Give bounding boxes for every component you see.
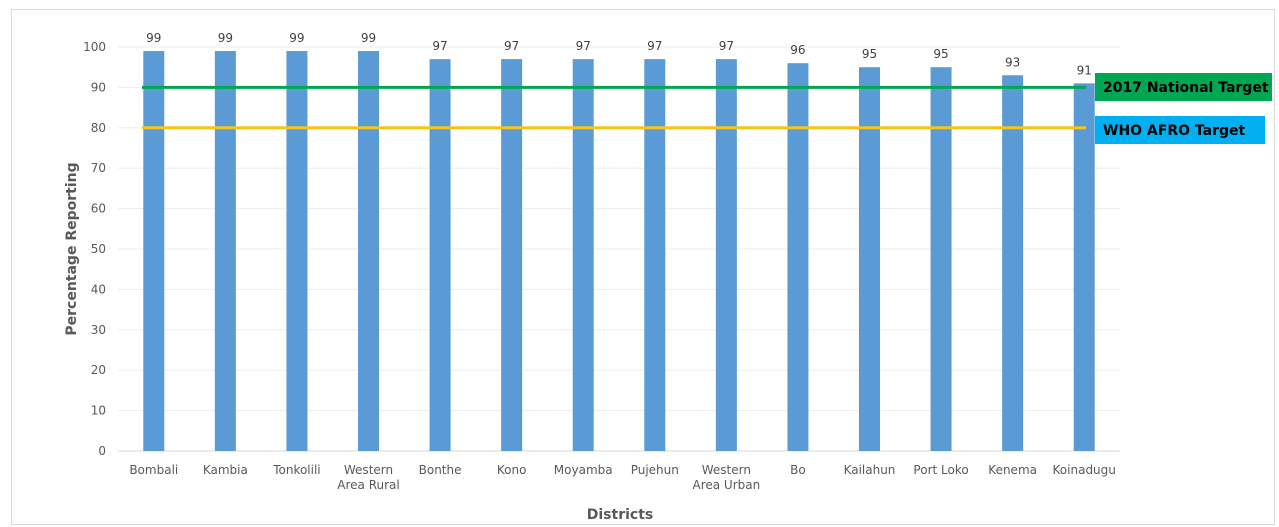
x-tick-label-line: Kailahun xyxy=(844,463,896,477)
y-tick-label: 90 xyxy=(91,80,106,94)
bar xyxy=(358,51,379,451)
data-label: 95 xyxy=(862,47,877,61)
data-label: 91 xyxy=(1077,63,1092,77)
bar xyxy=(787,63,809,451)
chart-frame xyxy=(11,9,1275,525)
x-tick-label-line: Bo xyxy=(790,463,806,477)
x-tick-label-line: Kambia xyxy=(203,463,248,477)
data-label: 95 xyxy=(933,47,948,61)
bar xyxy=(1002,75,1024,451)
data-label: 97 xyxy=(432,39,447,53)
bar xyxy=(286,51,308,451)
y-tick-label: 80 xyxy=(91,121,106,135)
x-tick-label: Kono xyxy=(497,463,527,477)
x-tick-label: Western Area Rural xyxy=(337,463,399,492)
data-label: 93 xyxy=(1005,55,1020,69)
x-tick-label: Pujehun xyxy=(631,463,679,477)
data-label: 97 xyxy=(576,39,591,53)
x-tick-label-line: Bombali xyxy=(129,463,178,477)
x-tick-label: Bombali xyxy=(129,463,178,477)
data-label: 99 xyxy=(146,31,161,45)
bar xyxy=(715,59,737,452)
target-label-box xyxy=(1095,116,1265,144)
x-tick-label-line: Moyamba xyxy=(554,463,613,477)
x-tick-label: Western Area Urban xyxy=(692,463,760,492)
data-label: 99 xyxy=(361,31,376,45)
data-label: 99 xyxy=(218,31,233,45)
x-tick-label: Kenema xyxy=(988,463,1037,477)
x-axis-title: Districts xyxy=(587,507,653,523)
x-tick-label: Tonkolili xyxy=(272,463,320,477)
y-tick-label: 60 xyxy=(91,202,106,216)
bar xyxy=(572,59,594,452)
x-tick-label: Moyamba xyxy=(554,463,613,477)
data-label: 99 xyxy=(289,31,304,45)
bar xyxy=(859,67,880,451)
x-tick-label-line: Bonthe xyxy=(419,463,462,477)
x-tick-label: Bonthe xyxy=(419,463,462,477)
x-tick-label: Koinadugu xyxy=(1053,463,1116,477)
target-label: 2017 National Target xyxy=(1103,80,1269,96)
y-axis-title: Percentage Reporting xyxy=(64,162,80,335)
x-tick-label-line: Koinadugu xyxy=(1053,463,1116,477)
x-tick-label-line: Port Loko xyxy=(913,463,968,477)
data-label: 97 xyxy=(719,39,734,53)
data-label: 96 xyxy=(790,43,805,57)
bar xyxy=(501,59,523,452)
data-label: 97 xyxy=(504,39,519,53)
bar xyxy=(429,59,451,452)
x-tick-label-line: Area Rural xyxy=(337,478,399,492)
data-label: 97 xyxy=(647,39,662,53)
y-tick-label: 50 xyxy=(91,242,106,256)
target-label: WHO AFRO Target xyxy=(1103,123,1246,139)
x-tick-label-line: Western xyxy=(344,463,393,477)
y-tick-label: 0 xyxy=(98,444,106,458)
x-tick-label-line: Area Urban xyxy=(692,478,760,492)
x-tick-label: Bo xyxy=(790,463,806,477)
bar xyxy=(1073,83,1095,452)
y-tick-label: 10 xyxy=(91,404,106,418)
x-tick-label-line: Western xyxy=(702,463,751,477)
x-tick-label-line: Pujehun xyxy=(631,463,679,477)
y-tick-label: 30 xyxy=(91,323,106,337)
bar xyxy=(644,59,666,452)
y-tick-label: 100 xyxy=(83,40,106,54)
y-tick-label: 40 xyxy=(91,282,106,296)
bar xyxy=(143,51,165,451)
target-label-box xyxy=(1095,73,1272,101)
x-tick-label-line: Kono xyxy=(497,463,527,477)
x-tick-label: Kambia xyxy=(203,463,248,477)
bar xyxy=(214,51,236,451)
x-tick-label-line: Kenema xyxy=(988,463,1037,477)
x-tick-label: Kailahun xyxy=(844,463,896,477)
y-tick-label: 20 xyxy=(91,363,106,377)
x-tick-label-line: Tonkolili xyxy=(272,463,320,477)
x-tick-label: Port Loko xyxy=(913,463,968,477)
bar xyxy=(930,67,952,451)
y-tick-label: 70 xyxy=(91,161,106,175)
